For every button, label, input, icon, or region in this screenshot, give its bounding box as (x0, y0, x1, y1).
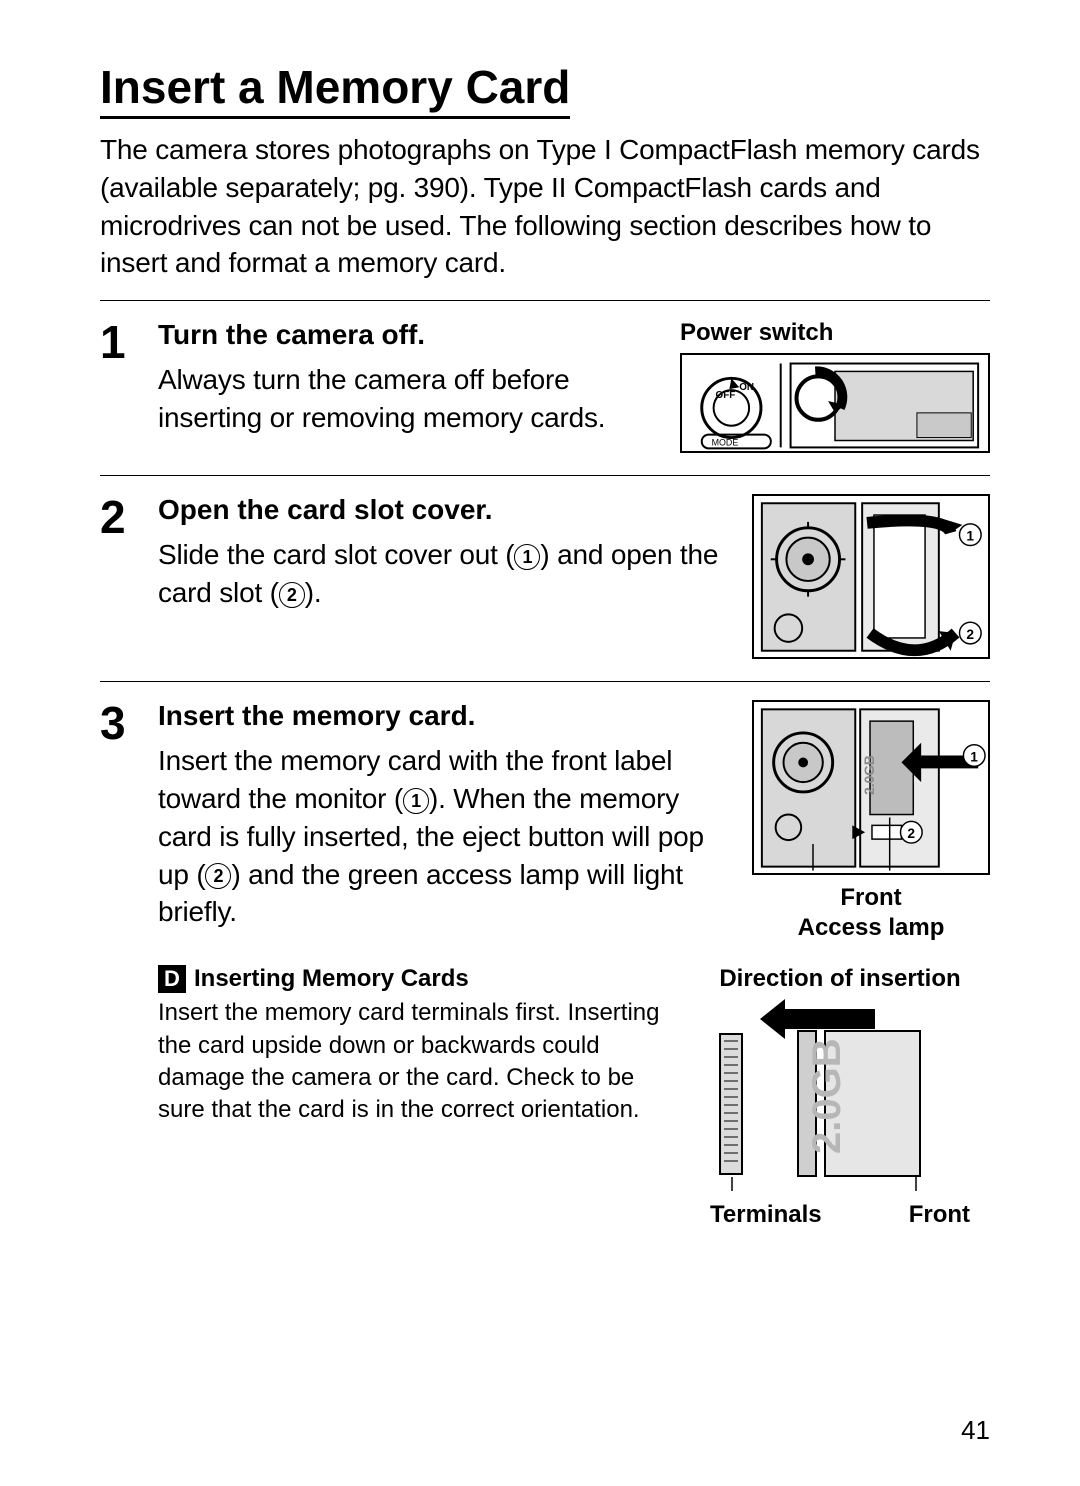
note-heading: D Inserting Memory Cards (158, 965, 670, 993)
power-switch-illustration: OFF ON MODE (680, 353, 990, 453)
step-number: 1 (100, 319, 142, 365)
step-text: Slide the card slot cover out (1) and op… (158, 536, 728, 612)
step-heading: Insert the memory card. (158, 700, 728, 732)
note-text: Insert the memory card terminals first. … (158, 997, 670, 1127)
svg-text:2.0GB: 2.0GB (862, 755, 877, 795)
circled-1-icon: 1 (514, 544, 540, 570)
step-2: 2 Open the card slot cover. Slide the ca… (100, 476, 990, 681)
step-number: 3 (100, 700, 142, 746)
page-number: 41 (961, 1415, 990, 1446)
direction-of-insertion-illustration: 2.0GB (690, 999, 950, 1194)
circled-1-icon: 1 (403, 788, 429, 814)
step-1: 1 Turn the camera off. Always turn the c… (100, 301, 990, 475)
svg-text:ON: ON (739, 382, 754, 393)
svg-text:MODE: MODE (712, 438, 739, 448)
text: ) and the green access lamp will light b… (158, 859, 683, 928)
terminals-label: Terminals (710, 1200, 822, 1230)
figure-label: Power switch (680, 319, 990, 347)
svg-text:1: 1 (966, 529, 974, 544)
direction-label: Direction of insertion (690, 965, 990, 993)
step-number: 2 (100, 494, 142, 540)
figure-3-labels: Front Access lamp (752, 883, 990, 943)
caution-icon: D (158, 965, 186, 993)
step-heading: Turn the camera off. (158, 319, 656, 351)
circled-2-icon: 2 (205, 863, 231, 889)
front-label: Front (752, 883, 990, 913)
note-inserting-cards: D Inserting Memory Cards Insert the memo… (158, 965, 990, 1230)
svg-text:1: 1 (970, 750, 978, 765)
intro-paragraph: The camera stores photographs on Type I … (100, 131, 990, 282)
text: Slide the card slot cover out ( (158, 539, 514, 570)
circled-2-icon: 2 (279, 582, 305, 608)
insert-card-illustration: 2.0GB 1 2 (752, 700, 990, 875)
front-label: Front (909, 1200, 970, 1230)
access-lamp-label: Access lamp (752, 913, 990, 943)
step-text: Insert the memory card with the front la… (158, 742, 728, 931)
svg-text:2.0GB: 2.0GB (805, 1039, 849, 1155)
step-3: 3 Insert the memory card. Insert the mem… (100, 682, 990, 1252)
step-heading: Open the card slot cover. (158, 494, 728, 526)
step-text: Always turn the camera off before insert… (158, 361, 656, 437)
page-title: Insert a Memory Card (100, 60, 570, 119)
svg-text:2: 2 (966, 627, 974, 642)
svg-text:OFF: OFF (716, 390, 736, 401)
note-title: Inserting Memory Cards (194, 965, 469, 993)
terminals-front-labels: Terminals Front (690, 1200, 990, 1230)
svg-text:2: 2 (907, 826, 915, 841)
card-slot-cover-illustration: 1 2 (752, 494, 990, 659)
text: ). (305, 577, 322, 608)
